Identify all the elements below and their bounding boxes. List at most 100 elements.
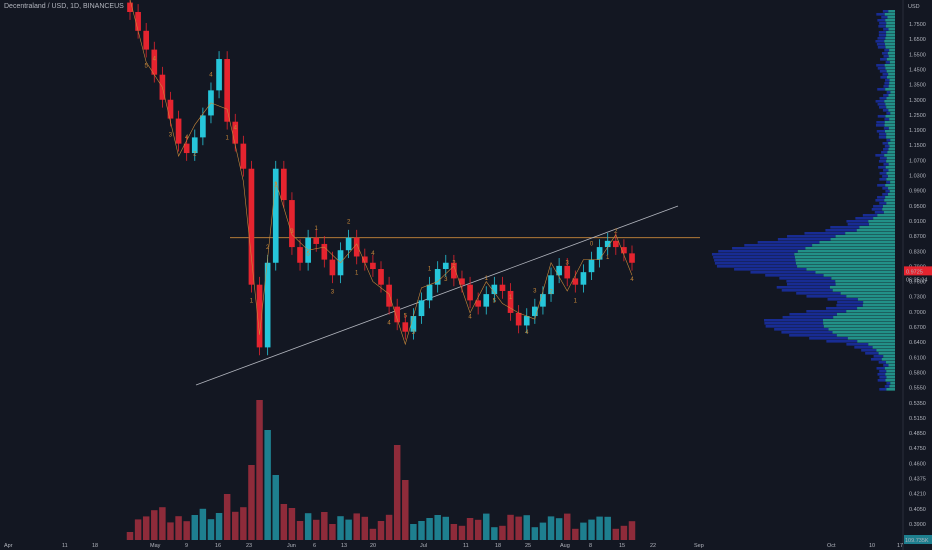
profile-bar-light	[888, 109, 895, 112]
date-tick: 25	[525, 543, 531, 549]
profile-bar-dark	[764, 322, 823, 325]
profile-bar-light	[858, 298, 895, 301]
profile-bar-light	[886, 166, 895, 169]
profile-bar-light	[890, 190, 895, 193]
volume-bar	[345, 520, 351, 540]
profile-bar-dark	[885, 190, 889, 193]
price-tick: 1.1500	[909, 143, 926, 149]
profile-bar-light	[890, 382, 895, 385]
profile-bar-dark	[876, 13, 884, 16]
profile-bar-light	[795, 259, 895, 262]
profile-bar-light	[869, 223, 895, 226]
profile-bar-dark	[715, 262, 796, 265]
price-tick: 0.9900	[909, 189, 926, 195]
profile-bar-light	[885, 121, 895, 124]
profile-bar-dark	[804, 232, 845, 235]
profile-bar-light	[886, 46, 895, 49]
profile-bar-dark	[796, 292, 840, 295]
candles	[127, 0, 635, 355]
volume-bar	[175, 516, 181, 540]
profile-bar-dark	[865, 352, 878, 355]
candle-body	[597, 247, 603, 260]
price-tick: 0.8700	[909, 234, 926, 240]
wave-label: 3	[331, 289, 335, 295]
candle-body	[581, 272, 587, 285]
price-tick: 1.7500	[909, 22, 926, 28]
date-tick: 15	[619, 543, 625, 549]
profile-bar-dark	[879, 202, 886, 205]
profile-bar-dark	[750, 271, 815, 274]
wave-label: 2	[614, 229, 618, 235]
profile-bar-dark	[875, 211, 884, 214]
profile-bar-dark	[875, 40, 884, 43]
price-axis[interactable]: USD 1.7500 1.6500 1.5500 1.4500 1.3500 1.3000 1…	[903, 0, 932, 550]
candle-body	[402, 322, 408, 331]
profile-bar-dark	[880, 157, 887, 160]
profile-bar-light	[833, 289, 895, 292]
volume-bar	[459, 526, 465, 540]
profile-bar-dark	[883, 163, 888, 166]
profile-bar-dark	[879, 34, 886, 37]
profile-bar-light	[885, 367, 895, 370]
volume-bar	[378, 521, 384, 540]
profile-bar-dark	[877, 373, 885, 376]
profile-bar-dark	[883, 10, 888, 13]
profile-bar-dark	[837, 301, 863, 304]
wave-label: 4	[209, 72, 213, 78]
price-tick: 0.6700	[909, 325, 926, 331]
volume-bar	[353, 513, 359, 540]
candle-body	[419, 300, 425, 316]
volume-bar	[515, 517, 521, 540]
date-tick: 11	[62, 543, 68, 549]
wave-label: 3	[566, 260, 570, 266]
volume-profile	[712, 10, 895, 391]
profile-bar-light	[889, 127, 895, 130]
date-axis[interactable]: Apr 11 18 May 9 16 23 Jun 6 13 20 Jul 11 18 25 Aug 8 15 22…	[4, 543, 903, 549]
profile-bar-light	[841, 292, 895, 295]
profile-bar-dark	[884, 127, 889, 130]
volume-bar	[224, 494, 230, 540]
candle-body	[346, 238, 352, 251]
price-tick: 0.5150	[909, 416, 926, 422]
volume-bar	[167, 522, 173, 540]
profile-bar-dark	[880, 172, 887, 175]
profile-bar-dark	[717, 265, 797, 268]
volume-bar	[604, 517, 610, 540]
profile-bar-dark	[879, 178, 886, 181]
profile-bar-dark	[878, 46, 886, 49]
profile-bar-light	[837, 334, 895, 337]
profile-bar-dark	[878, 67, 886, 70]
wave-label: 1	[315, 226, 319, 232]
candle-body	[589, 260, 595, 273]
price-tick: 0.6100	[909, 355, 926, 361]
profile-bar-light	[819, 241, 895, 244]
profile-bar-light	[824, 325, 895, 328]
profile-bar-light	[883, 205, 895, 208]
profile-bar-dark	[884, 82, 889, 85]
profile-bar-dark	[880, 58, 887, 61]
profile-bar-dark	[876, 121, 884, 124]
profile-bar-dark	[782, 289, 833, 292]
price-tick: 0.5350	[909, 401, 926, 407]
candle-body	[483, 294, 489, 307]
profile-bar-light	[868, 343, 895, 346]
candle-body	[540, 294, 546, 307]
profile-bar-dark	[887, 91, 891, 94]
profile-bar-dark	[877, 88, 885, 91]
volume-bar	[248, 465, 254, 540]
profile-bar-light	[889, 118, 895, 121]
price-tick: 0.4050	[909, 507, 926, 513]
profile-bar-dark	[718, 250, 798, 253]
volume-bar	[532, 527, 538, 540]
price-tick: 0.4850	[909, 431, 926, 437]
date-tick: 11	[463, 543, 469, 549]
volume-bar	[467, 518, 473, 540]
profile-bar-dark	[765, 274, 823, 277]
volume-bar	[451, 524, 457, 540]
price-tick: 0.4375	[909, 477, 926, 483]
wave-label: 1	[485, 276, 489, 282]
volume-bar	[402, 480, 408, 540]
volume-bar	[281, 504, 287, 540]
date-tick: 13	[341, 543, 347, 549]
